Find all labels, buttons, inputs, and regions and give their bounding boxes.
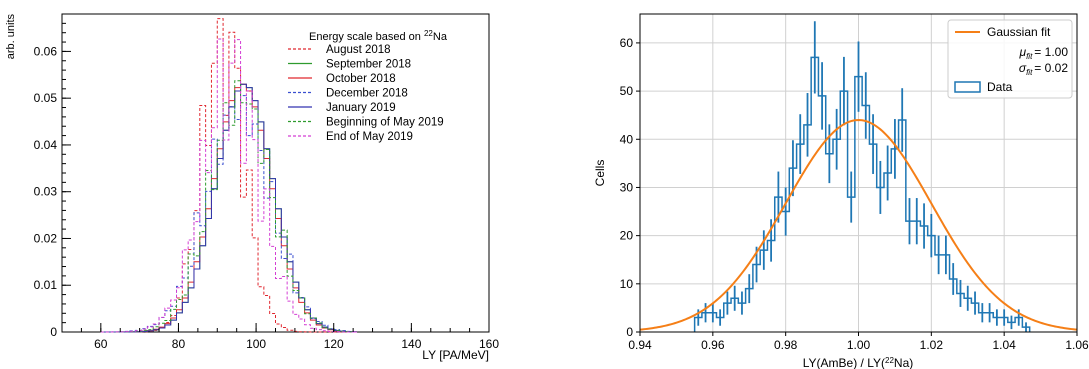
left-legend-label: January 2019 bbox=[326, 102, 396, 114]
right-x-tick-label: 1.04 bbox=[992, 338, 1016, 352]
right-x-tick-label: 0.98 bbox=[774, 338, 798, 352]
left-y-tick-label: 0.06 bbox=[34, 44, 58, 58]
left-series-group bbox=[100, 18, 358, 333]
right-data-histogram bbox=[693, 21, 1031, 332]
legend-data-swatch bbox=[954, 81, 981, 93]
legend-data-label: Data bbox=[987, 80, 1013, 94]
right-x-tick-label: 0.96 bbox=[701, 338, 725, 352]
legend-fit-label: Gaussian fit bbox=[987, 25, 1051, 39]
left-legend: Energy scale based on 22Na August 2018 Se… bbox=[288, 29, 448, 143]
right-x-tick-label: 1.00 bbox=[847, 338, 871, 352]
left-legend-label: October 2018 bbox=[326, 73, 396, 85]
left-y-tick-label: 0 bbox=[50, 325, 57, 339]
right-legend-box bbox=[947, 19, 1073, 99]
right-y-tick-label: 0 bbox=[626, 325, 633, 339]
left-x-tick-label: 160 bbox=[479, 337, 499, 351]
right-x-tick-label: 1.06 bbox=[1065, 338, 1089, 352]
left-legend-items: August 2018 September 2018 October 2018 Dec… bbox=[288, 44, 444, 143]
left-chart: 60 80 100 120 140 160 0 0.01 0.02 0.03 0.04 0.05 0.0… bbox=[5, 13, 499, 362]
right-axes: 0.94 0.96 0.98 1.00 1.02 1.04 1.06 0 10 20 30 40 50 6… bbox=[620, 36, 1089, 352]
left-axes: 60 80 100 120 140 160 0 0.01 0.02 0.03 0.04 0.05 0.0… bbox=[34, 22, 499, 351]
left-y-axis-label: arb. units bbox=[5, 14, 17, 60]
left-plot-frame bbox=[61, 13, 490, 333]
left-x-tick-label: 120 bbox=[324, 337, 344, 351]
right-y-tick-label: 40 bbox=[620, 132, 634, 146]
right-y-tick-label: 60 bbox=[620, 36, 634, 50]
left-y-tick-label: 0.05 bbox=[34, 91, 58, 105]
right-y-tick-label: 10 bbox=[620, 277, 634, 291]
left-y-tick-label: 0.01 bbox=[34, 278, 58, 292]
right-x-axis-label: LY(AmBe) / LY(22Na) bbox=[803, 356, 914, 369]
left-legend-label: September 2018 bbox=[326, 59, 411, 71]
right-x-tick-label: 0.94 bbox=[628, 338, 652, 352]
left-series-line bbox=[100, 80, 358, 333]
left-y-tick-label: 0.04 bbox=[34, 138, 58, 152]
left-legend-label: Beginning of May 2019 bbox=[326, 117, 444, 129]
left-y-tick-label: 0.03 bbox=[34, 185, 58, 199]
left-x-tick-label: 100 bbox=[246, 337, 266, 351]
legend-mu-text: μfit = 1.00 bbox=[1018, 45, 1068, 61]
left-y-tick-label: 0.02 bbox=[34, 231, 58, 245]
left-x-axis-label: LY [PA/MeV] bbox=[422, 348, 489, 362]
left-x-tick-label: 60 bbox=[94, 337, 108, 351]
right-y-tick-label: 30 bbox=[620, 180, 634, 194]
left-x-tick-label: 80 bbox=[172, 337, 186, 351]
right-legend: Gaussian fit μfit = 1.00 σfit = 0.02 Data bbox=[947, 19, 1073, 99]
data-step-histogram bbox=[693, 56, 1031, 332]
left-legend-label: August 2018 bbox=[326, 44, 391, 56]
right-chart: 0.94 0.96 0.98 1.00 1.02 1.04 1.06 0 10 20 30 40 50 6… bbox=[593, 13, 1089, 369]
right-y-tick-label: 20 bbox=[620, 229, 634, 243]
left-legend-label: End of May 2019 bbox=[326, 131, 413, 143]
left-x-tick-label: 140 bbox=[401, 337, 421, 351]
left-legend-label: December 2018 bbox=[326, 88, 408, 100]
right-x-tick-label: 1.02 bbox=[920, 338, 944, 352]
left-series-line bbox=[100, 38, 358, 333]
right-y-axis-label: Cells bbox=[593, 160, 607, 187]
gaussian-fit-curve bbox=[639, 118, 1078, 331]
legend-sigma-text: σfit = 0.02 bbox=[1019, 61, 1069, 77]
right-y-tick-label: 50 bbox=[620, 84, 634, 98]
left-legend-title: Energy scale based on 22Na bbox=[309, 29, 448, 43]
